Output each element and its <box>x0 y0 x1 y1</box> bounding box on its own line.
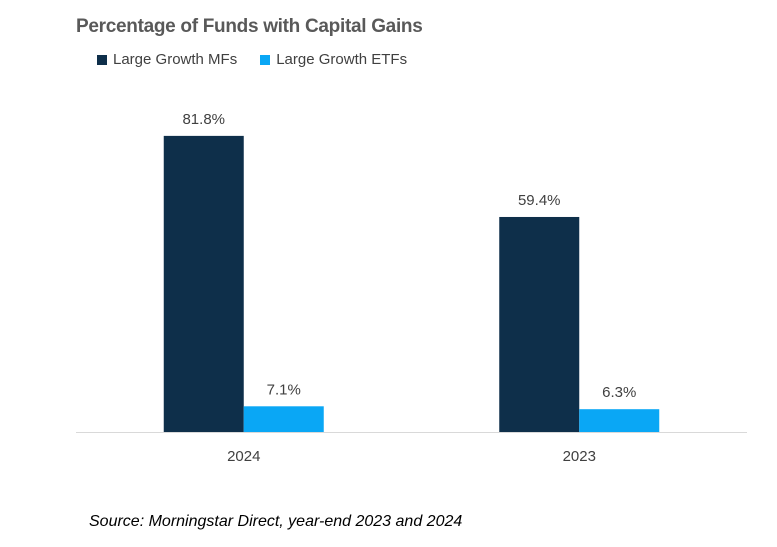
data-label-large-growth-mfs-2024: 81.8% <box>182 111 225 128</box>
legend-label-etfs: Large Growth ETFs <box>276 51 408 68</box>
x-tick-label-2024: 2024 <box>227 448 260 465</box>
chart-legend: Large Growth MFs Large Growth ETFs <box>97 51 430 68</box>
bar-large-growth-mfs-2024 <box>163 135 244 432</box>
chart-title: Percentage of Funds with Capital Gains <box>76 16 423 37</box>
bar-large-growth-etfs-2024 <box>243 406 324 432</box>
x-tick-label-2023: 2023 <box>563 448 596 465</box>
bar-large-growth-etfs-2023 <box>579 409 660 432</box>
legend-swatch-etfs <box>260 54 271 65</box>
legend-label-mfs: Large Growth MFs <box>113 51 238 68</box>
legend-item-mfs: Large Growth MFs <box>97 51 237 68</box>
data-label-large-growth-etfs-2023: 6.3% <box>602 384 636 401</box>
source-note: Source: Morningstar Direct, year-end 202… <box>89 513 463 530</box>
data-label-large-growth-mfs-2023: 59.4% <box>518 192 561 209</box>
data-label-large-growth-etfs-2024: 7.1% <box>267 381 301 398</box>
bar-large-growth-mfs-2023 <box>499 216 580 432</box>
legend-swatch-mfs <box>97 54 107 65</box>
legend-item-etfs: Large Growth ETFs <box>260 51 407 68</box>
